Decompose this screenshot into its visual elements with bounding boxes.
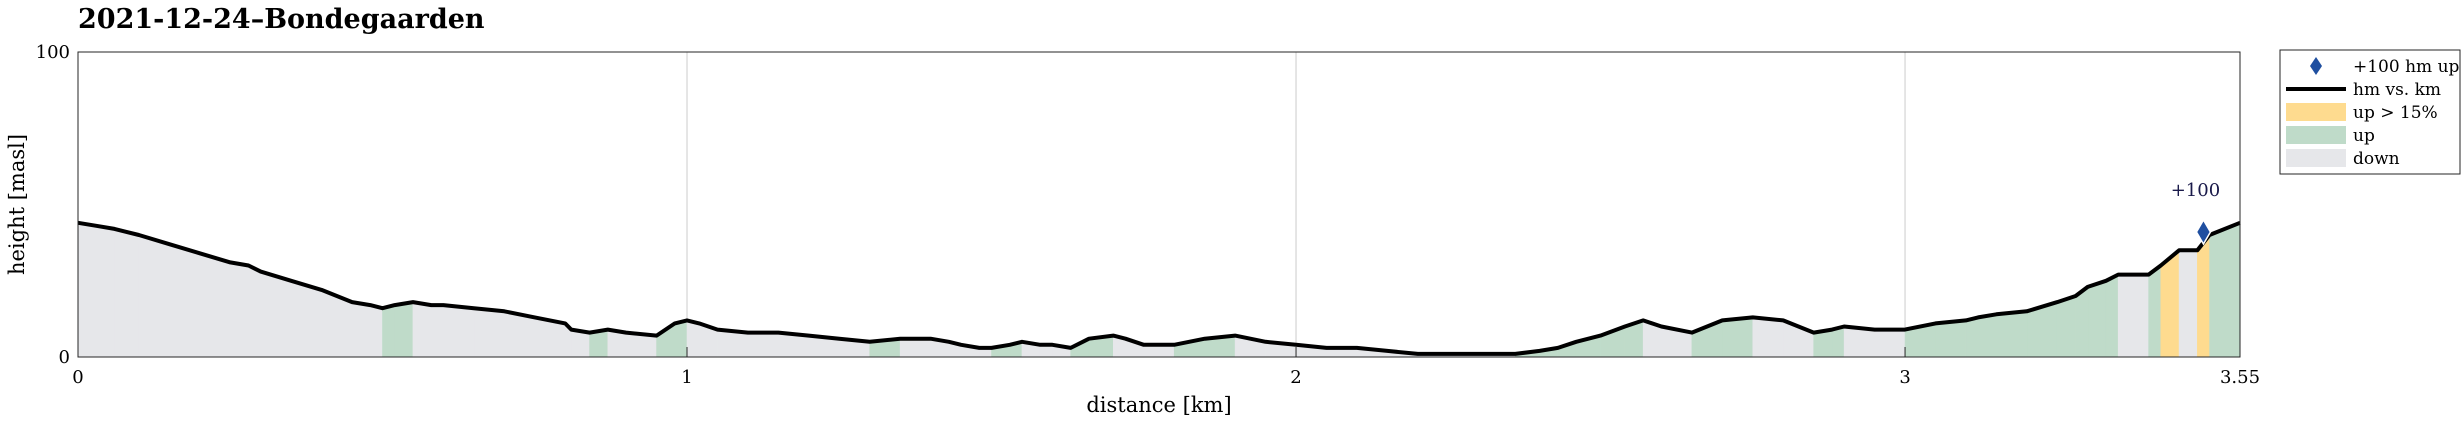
legend-swatch [2286, 149, 2346, 167]
height-profile-line [77, 220, 2241, 356]
up-segment [2087, 280, 2107, 358]
legend-entry: down [2286, 149, 2400, 169]
y-tick-label: 100 [36, 42, 70, 63]
down-segment [899, 338, 931, 358]
chart-title: 2021-12-24–Bondegaarden [78, 4, 485, 35]
down-segment [473, 307, 505, 358]
down-segment [443, 304, 475, 358]
steep-up-segment [2160, 249, 2180, 358]
up-segment [2209, 222, 2241, 358]
down-segment [290, 280, 322, 358]
down-segment [248, 265, 262, 358]
up-segment [2148, 264, 2162, 358]
down-segment [2178, 249, 2198, 358]
legend-swatch [2286, 103, 2346, 121]
y-axis-label: height [masl] [5, 134, 29, 275]
y-tick-label: 0 [59, 347, 70, 368]
up-segment [1996, 310, 2028, 358]
plot-area: +100 [77, 52, 2241, 358]
down-segment [260, 271, 292, 358]
up-segment [394, 301, 414, 358]
down-segment [686, 320, 700, 358]
legend-label: +100 hm up [2353, 57, 2460, 77]
up-segment [2056, 295, 2076, 358]
down-segment [95, 225, 115, 358]
up-segment [1935, 320, 1967, 358]
hm-up-marker [2195, 218, 2212, 246]
legend-entry: up [2286, 126, 2375, 146]
legend-entry: +100 hm up [2310, 57, 2460, 77]
up-segment [2105, 274, 2119, 358]
legend: +100 hm up hm vs. km up > 15% up down [2279, 49, 2461, 175]
down-segment [412, 301, 432, 358]
legend-label: hm vs. km [2353, 80, 2441, 100]
legend-entry: up > 15% [2286, 103, 2438, 123]
down-segment [114, 228, 140, 358]
legend-swatch [2286, 126, 2346, 144]
down-segment [138, 234, 170, 358]
x-tick-label: 2 [1290, 367, 1301, 388]
down-segment [1874, 329, 1906, 358]
down-segment [351, 301, 371, 358]
x-tick-label: 3 [1899, 367, 1910, 388]
down-segment [199, 252, 231, 358]
up-segment [2075, 286, 2089, 358]
x-tick-label: 0 [72, 367, 83, 388]
legend-label: up > 15% [2353, 103, 2438, 123]
up-segment [1722, 317, 1754, 358]
hm-up-annotation: +100 [2171, 180, 2220, 201]
up-segment [1977, 313, 1997, 358]
x-tick-label: 1 [681, 367, 692, 388]
x-tick-label: 3.55 [2220, 367, 2260, 388]
down-segment [747, 332, 779, 358]
up-segment [382, 304, 395, 358]
up-segment [674, 320, 688, 358]
down-segment [229, 262, 249, 358]
legend-label: up [2353, 126, 2375, 146]
up-segment [1965, 316, 1979, 358]
axes-frame [77, 51, 2241, 358]
down-segment [370, 304, 383, 358]
legend-label: down [2353, 149, 2400, 169]
steep-up-segment [2197, 234, 2210, 358]
down-segment [169, 243, 201, 358]
legend-marker-icon [2310, 57, 2322, 75]
down-segment [77, 222, 97, 358]
down-segment [430, 304, 444, 358]
x-axis-label: distance [km] [1086, 393, 1231, 417]
down-segment [1752, 317, 1784, 358]
down-segment [2117, 274, 2149, 358]
legend-entry: hm vs. km [2286, 80, 2441, 100]
